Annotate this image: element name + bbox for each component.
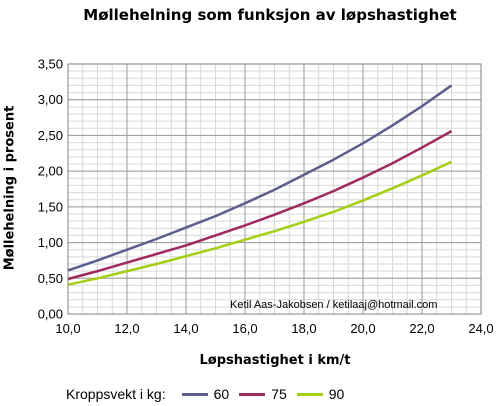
x-tick-label: 20,0 — [350, 321, 375, 336]
x-tick-label: 24,0 — [468, 321, 493, 336]
chart-title: Møllehelning som funksjon av løpshastigh… — [83, 6, 457, 24]
x-tick-label: 14,0 — [173, 321, 198, 336]
legend-label-60: 60 — [213, 386, 230, 402]
legend-label-90: 90 — [328, 386, 345, 402]
series-line-75 — [67, 130, 453, 281]
x-axis-label: Løpshastighet i km/t — [199, 353, 351, 368]
plot-lines — [67, 84, 453, 286]
y-tick-label: 3,00 — [38, 92, 63, 107]
legend-swatch-75 — [239, 392, 266, 396]
y-tick-label: 2,00 — [38, 164, 63, 179]
series-line-60 — [67, 84, 453, 272]
legend-label-75: 75 — [271, 386, 287, 402]
x-tick-label: 18,0 — [291, 321, 316, 336]
x-tick-label: 16,0 — [232, 321, 257, 336]
series-line-90 — [67, 160, 453, 286]
x-tick-label: 12,0 — [114, 321, 139, 336]
y-tick-label: 2,50 — [38, 128, 63, 143]
legend-item-90: 90 — [296, 386, 345, 402]
plot-border — [67, 63, 482, 315]
credit-annotation: Ketil Aas-Jakobsen / ketilaaj@hotmail.co… — [230, 299, 438, 311]
y-tick-label: 1,00 — [38, 235, 63, 250]
y-tick-label: 1,50 — [38, 199, 63, 214]
y-tick-label: 3,50 — [38, 57, 63, 72]
legend-title: Kroppsvekt i kg: — [66, 386, 166, 402]
legend-swatch-90 — [296, 392, 323, 396]
y-tick-label: 0,50 — [38, 271, 63, 286]
legend-item-75: 75 — [239, 386, 287, 402]
x-tick-label: 10,0 — [55, 321, 80, 336]
legend: Kroppsvekt i kg: 60 75 90 — [66, 386, 354, 402]
y-tick-label: 0,00 — [38, 307, 63, 322]
y-axis-label: Møllehelning i prosent — [2, 105, 18, 271]
legend-swatch-60 — [181, 392, 208, 396]
legend-item-60: 60 — [181, 386, 230, 402]
grid-major — [67, 63, 482, 315]
tick-labels: 10,0 12,0 14,0 16,0 18,0 20,0 22,0 24,0 0,00 0,50… — [38, 57, 494, 337]
x-tick-label: 22,0 — [409, 321, 434, 336]
